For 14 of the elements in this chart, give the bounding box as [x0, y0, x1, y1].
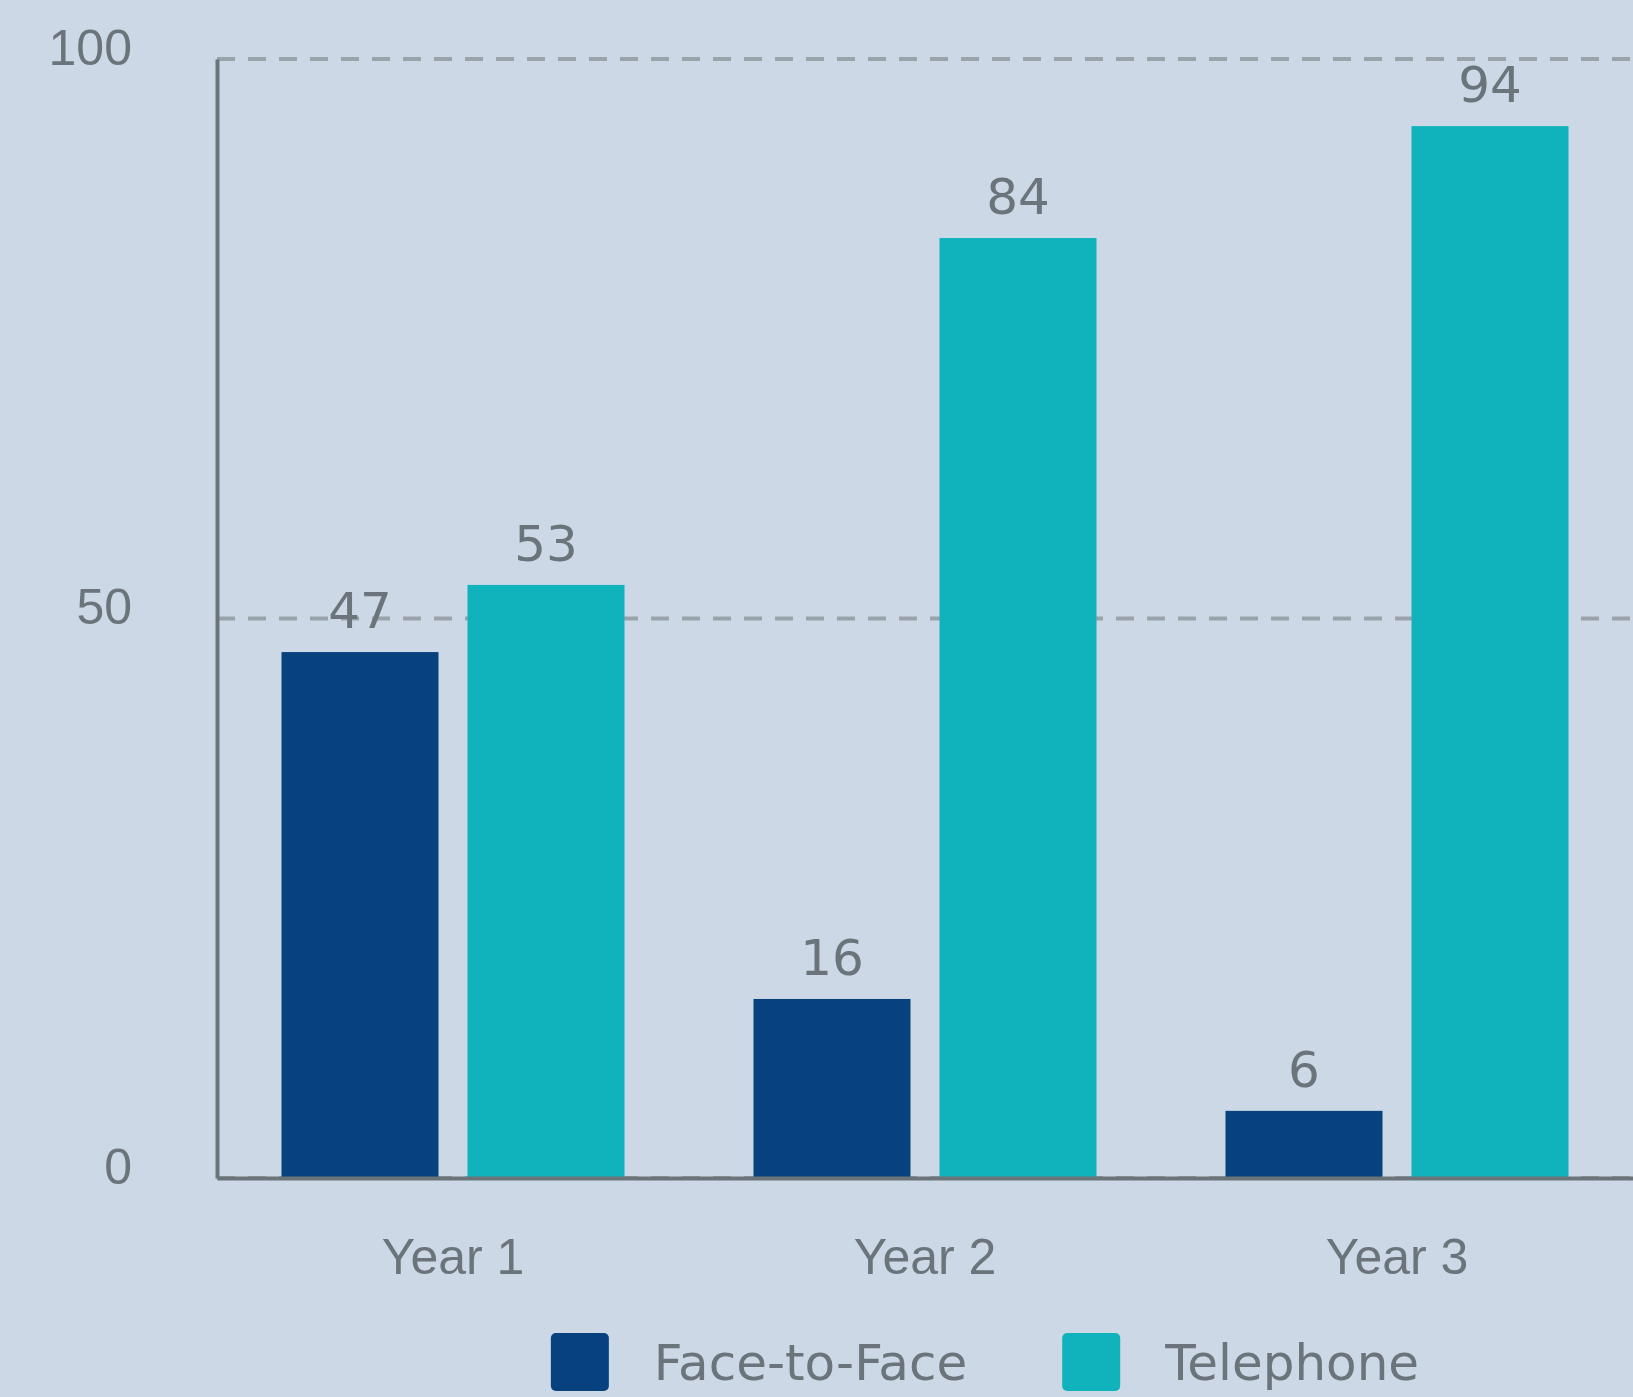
x-tick-label: Year 1 [381, 1228, 525, 1285]
data-label: 53 [514, 514, 578, 573]
data-label: 84 [986, 168, 1050, 227]
x-tick-label: Year 3 [1325, 1228, 1469, 1285]
data-label: 6 [1288, 1040, 1320, 1099]
y-tick-label: 100 [48, 19, 132, 76]
y-tick-label: 50 [76, 579, 132, 635]
legend-label: Telephone [1164, 1334, 1420, 1392]
y-tick-label: 0 [104, 1138, 132, 1195]
legend-label: Face-to-Face [653, 1334, 968, 1392]
data-label: 16 [800, 928, 864, 987]
data-label: 94 [1458, 56, 1522, 115]
data-label: 47 [328, 582, 392, 641]
x-tick-label: Year 2 [853, 1228, 997, 1285]
